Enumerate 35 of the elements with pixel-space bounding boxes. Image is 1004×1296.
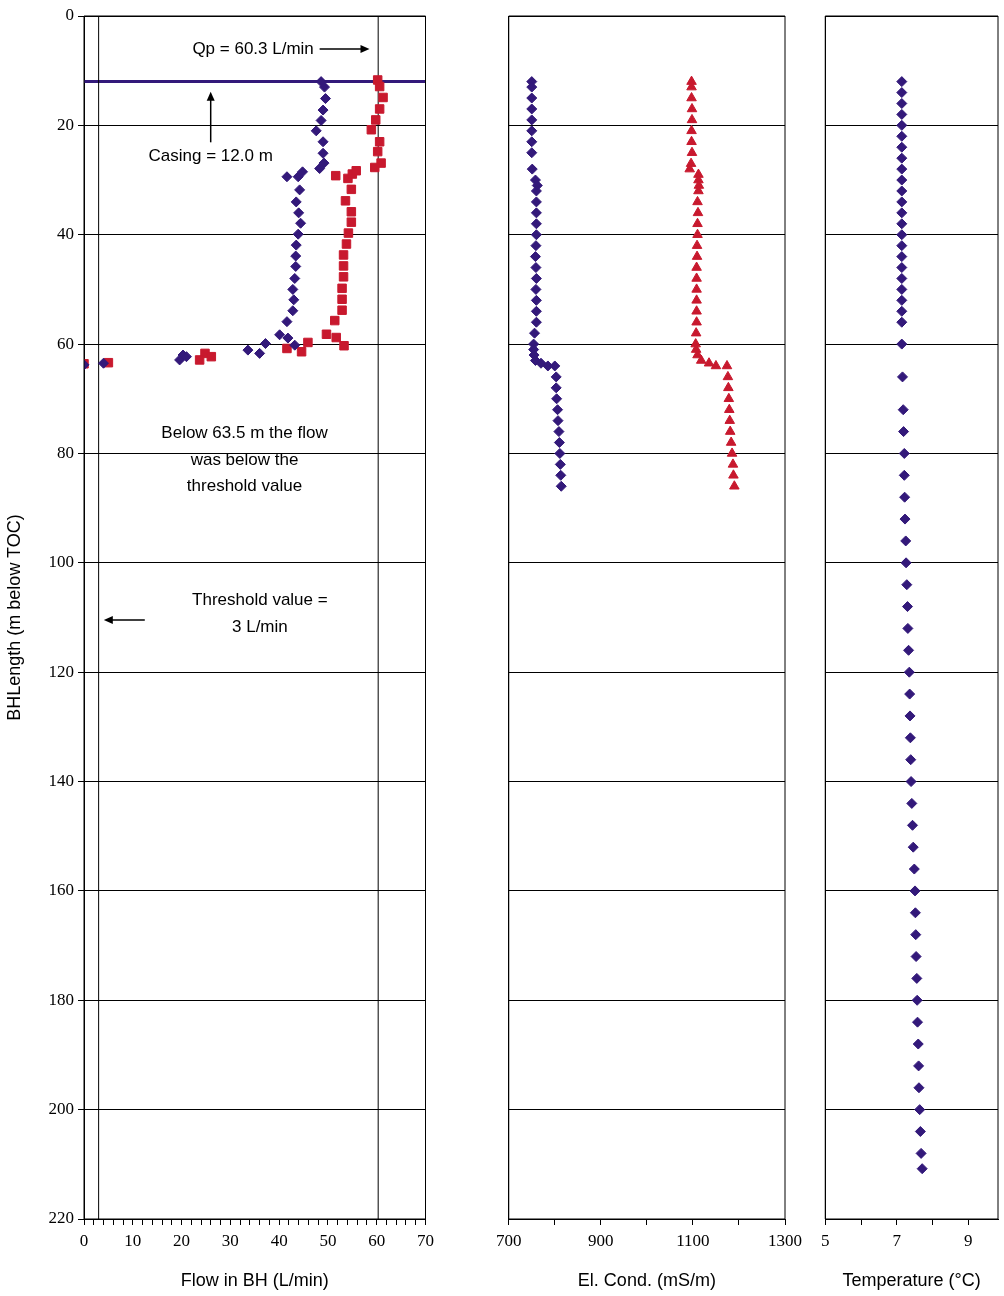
x-tick-label: 5: [821, 1230, 830, 1250]
x-tick-label: 0: [79, 1230, 89, 1250]
annotation: Qp = 60.3 L/min: [192, 38, 314, 58]
annotation: Threshold value = 3 L/min: [192, 590, 328, 636]
x-tick-label: 9: [964, 1230, 973, 1250]
x-axis-title: Flow in BH (L/min): [180, 1270, 329, 1291]
x-tick-label: 7: [892, 1230, 902, 1250]
x-tick-label: 1300: [768, 1230, 802, 1250]
x-tick-label: 1100: [676, 1230, 710, 1250]
y-tick-label: 100: [48, 552, 74, 572]
x-tick-label: 30: [221, 1230, 239, 1250]
x-tick-label: 60: [368, 1230, 386, 1250]
y-tick-label: 140: [48, 771, 74, 791]
x-tick-label: 40: [270, 1230, 288, 1250]
y-tick-label: 220: [48, 1208, 74, 1228]
x-tick-label: 900: [588, 1230, 614, 1250]
y-axis-title: BHLength (m below TOC): [3, 514, 24, 721]
y-tick-label: 200: [48, 1099, 74, 1119]
annotation: Casing = 12.0 m: [148, 146, 273, 166]
annotation: Below 63.5 m the flow was below the threshold value: [161, 423, 329, 496]
y-tick-label: 0: [65, 5, 74, 25]
x-axis-title: El. Cond. (mS/m): [577, 1270, 716, 1291]
y-tick-label: 120: [48, 661, 74, 681]
x-tick-label: 10: [124, 1230, 142, 1250]
x-tick-label: 700: [496, 1230, 522, 1250]
x-axis-title: Temperature (°C): [842, 1270, 981, 1291]
y-tick-label: 40: [57, 224, 74, 244]
x-tick-label: 70: [417, 1230, 434, 1250]
x-tick-label: 50: [319, 1230, 337, 1250]
y-tick-label: 180: [48, 989, 74, 1009]
x-tick-label: 20: [173, 1230, 191, 1250]
y-tick-label: 20: [57, 114, 74, 134]
y-tick-label: 160: [48, 880, 74, 900]
y-tick-label: 80: [57, 442, 74, 462]
y-tick-label: 60: [57, 333, 74, 353]
